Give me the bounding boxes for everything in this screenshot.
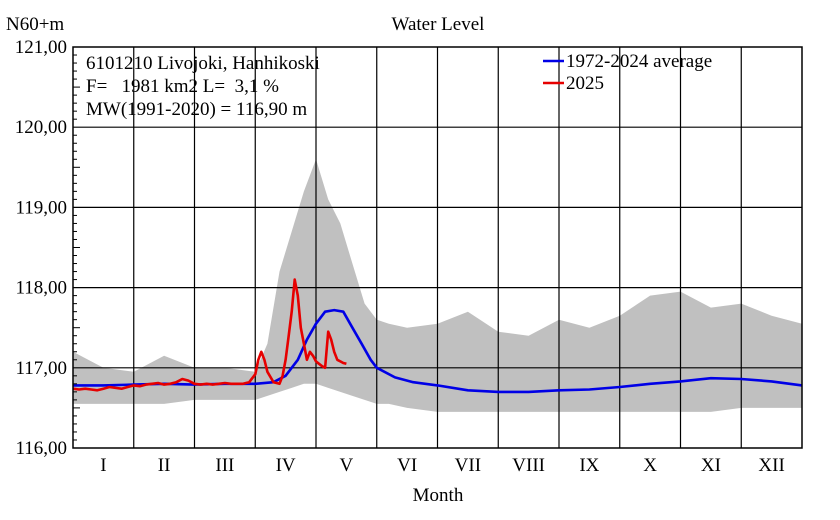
x-tick-label: VIII bbox=[512, 455, 545, 476]
x-tick-label: IV bbox=[276, 455, 296, 476]
station-info: 6101210 Livojoki, Hanhikoski F= 1981 km2… bbox=[86, 53, 320, 120]
x-tick-label: II bbox=[158, 455, 171, 476]
y-axis-label: N60+m bbox=[6, 14, 64, 35]
y-tick-label: 117,00 bbox=[15, 358, 67, 379]
series-lines bbox=[72, 278, 803, 394]
y-tick-label: 121,00 bbox=[15, 37, 67, 58]
legend-label-average: 1972-2024 average bbox=[566, 51, 712, 72]
x-tick-label: VII bbox=[455, 455, 481, 476]
y-tick-label: 116,00 bbox=[15, 438, 67, 459]
current-year-line bbox=[72, 278, 347, 392]
y-tick-label: 120,00 bbox=[15, 117, 67, 138]
x-tick-label: XI bbox=[701, 455, 721, 476]
chart-title: Water Level bbox=[392, 14, 485, 35]
station-mean: MW(1991-2020) = 116,90 m bbox=[86, 99, 307, 120]
x-tick-label: I bbox=[100, 455, 106, 476]
x-tick-label: XII bbox=[758, 455, 784, 476]
x-axis-label: Month bbox=[413, 485, 464, 506]
y-tick-label: 118,00 bbox=[15, 278, 67, 299]
x-tick-label: V bbox=[340, 455, 354, 476]
legend-label-current: 2025 bbox=[566, 73, 604, 94]
x-tick-label: VI bbox=[397, 455, 417, 476]
station-area: F= 1981 km2 L= 3,1 % bbox=[86, 76, 279, 97]
x-tick-label: X bbox=[643, 455, 657, 476]
y-tick-label: 119,00 bbox=[15, 197, 67, 218]
x-tick-label: IX bbox=[579, 455, 599, 476]
station-name: 6101210 Livojoki, Hanhikoski bbox=[86, 53, 320, 74]
x-tick-label: III bbox=[215, 455, 234, 476]
